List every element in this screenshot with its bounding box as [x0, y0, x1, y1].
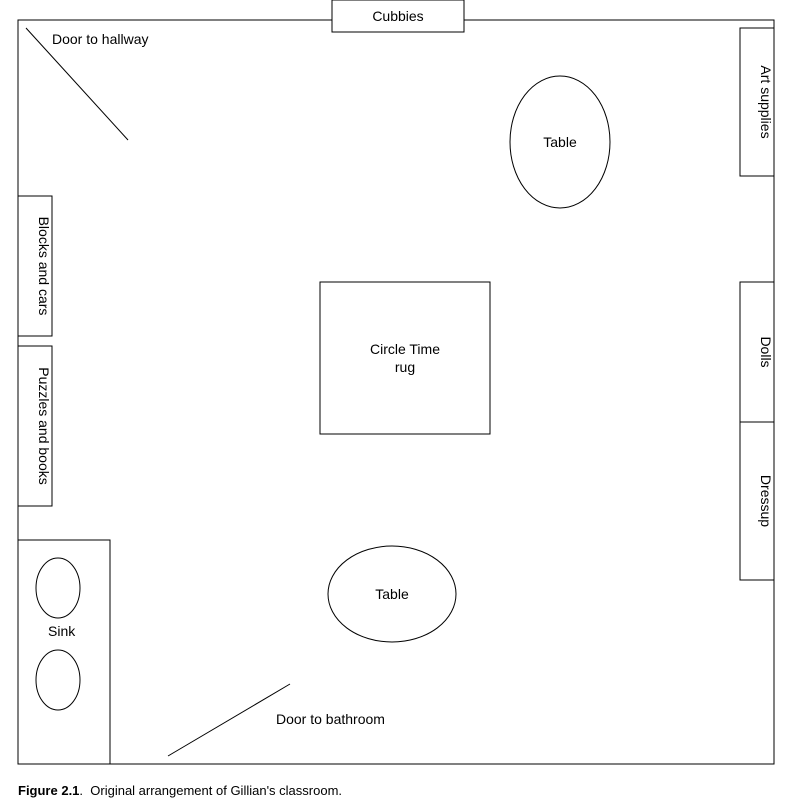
figure-caption: Figure 2.1. Original arrangement of Gill… — [18, 783, 342, 798]
door-bathroom-label: Door to bathroom — [276, 711, 385, 727]
sink-box — [18, 540, 110, 764]
art-supplies-label: Art supplies — [758, 65, 774, 138]
puzzles-books-label: Puzzles and books — [36, 367, 52, 485]
circle-time-rug-box — [320, 282, 490, 434]
figure-caption-prefix: Figure 2.1 — [18, 783, 79, 798]
cubbies-label: Cubbies — [372, 8, 423, 24]
circle-time-rug-label-2: rug — [395, 359, 415, 375]
table-lower-label: Table — [375, 586, 409, 602]
floorplan-svg: Cubbies Art supplies Dolls Dressup Block… — [0, 0, 796, 809]
floorplan-figure: Cubbies Art supplies Dolls Dressup Block… — [0, 0, 796, 809]
room-outline — [18, 20, 774, 764]
door-bathroom-line — [168, 684, 290, 756]
table-upper-label: Table — [543, 134, 577, 150]
door-hallway-label: Door to hallway — [52, 31, 149, 47]
blocks-cars-label: Blocks and cars — [36, 217, 52, 316]
dressup-label: Dressup — [758, 475, 774, 527]
sink-label: Sink — [48, 623, 76, 639]
dolls-label: Dolls — [758, 336, 774, 367]
circle-time-rug-label-1: Circle Time — [370, 341, 440, 357]
figure-caption-text: Original arrangement of Gillian's classr… — [90, 783, 342, 798]
